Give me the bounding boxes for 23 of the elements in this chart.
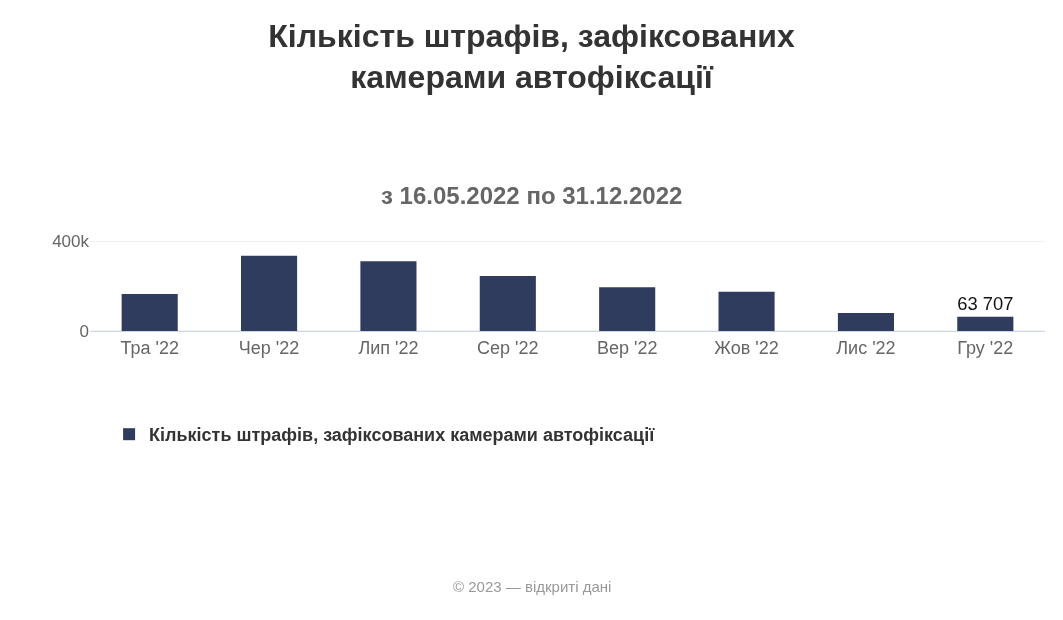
y-tick-label: 0 xyxy=(79,321,89,341)
x-tick-label: Лис '22 xyxy=(836,337,896,358)
y-tick-label: 400k xyxy=(52,231,90,251)
bar xyxy=(837,313,894,331)
legend-label: Кількість штрафів, зафіксованих камерами автофіксації xyxy=(149,425,656,446)
x-tick-label: Вер '22 xyxy=(596,337,658,358)
data-label: 63 707 xyxy=(957,292,1014,314)
bar xyxy=(479,275,536,331)
bar xyxy=(718,291,775,331)
bar xyxy=(957,316,1014,331)
bar xyxy=(241,255,298,331)
bar xyxy=(360,261,417,331)
bar xyxy=(121,293,178,331)
x-tick-label: Лип '22 xyxy=(358,337,419,358)
x-tick-label: Чер '22 xyxy=(238,337,300,358)
chart-subtitle: з 16.05.2022 по 31.12.2022 xyxy=(381,182,683,209)
chart-title: Кількість штрафів, зафіксованих камерами автофіксації xyxy=(268,17,795,96)
text: © 2023 — відкриті дані xyxy=(453,578,612,595)
bar xyxy=(599,287,656,331)
x-tick-label: Гру '22 xyxy=(957,337,1014,358)
x-tick-label: Тра '22 xyxy=(120,337,179,358)
x-tick-label: Жов '22 xyxy=(714,337,779,358)
x-tick-label: Сер '22 xyxy=(477,337,539,358)
